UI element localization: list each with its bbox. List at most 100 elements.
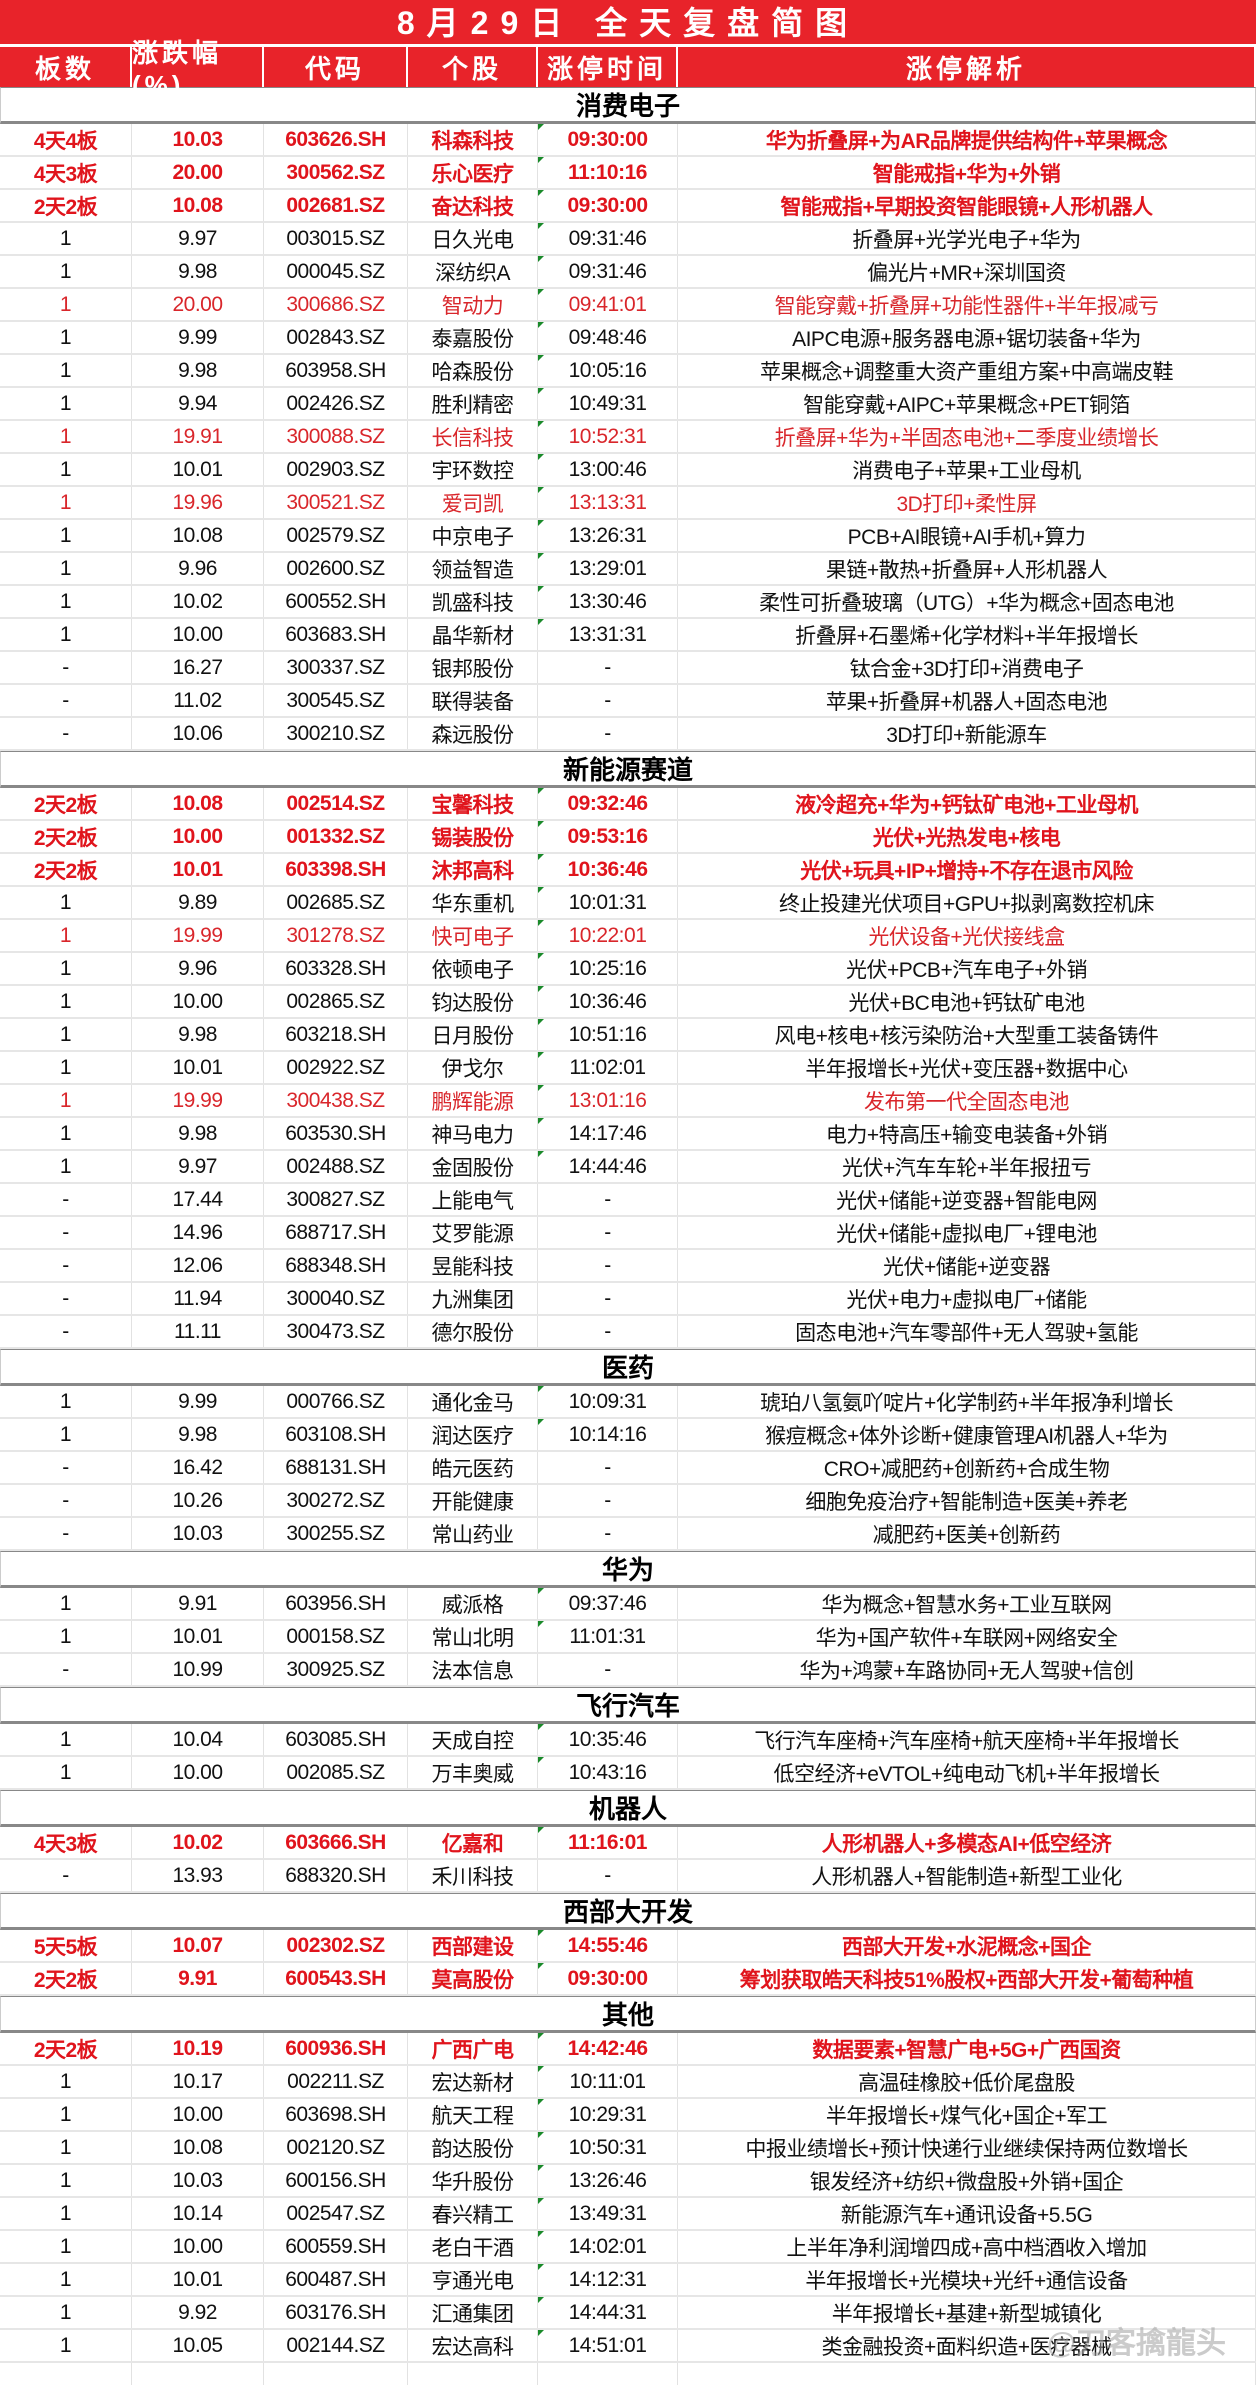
cell-boards: 1 [0,2198,132,2229]
cell-change: 10.26 [132,1485,264,1516]
cell-stock: 宇环数控 [408,454,538,485]
cell-code: 300255.SZ [264,1518,408,1549]
cell-analysis: 人形机器人+智能制造+新型工业化 [678,1860,1256,1891]
cell-limit-time: 10:52:31 [538,421,678,452]
table-row: 1 10.05 002144.SZ 宏达高科 14:51:01 类金融投资+面料织造+医疗… [0,2330,1256,2363]
cell-code: 688348.SH [264,1250,408,1281]
header-boards: 板数 [0,47,132,87]
table-row: 1 10.01 002903.SZ 宇环数控 13:00:46 消费电子+苹果+工业母机 [0,454,1256,487]
table-row: 2天2板 10.19 600936.SH 广西广电 14:42:46 数据要素+智慧广电+… [0,2033,1256,2066]
cell-stock: 天成自控 [408,1724,538,1755]
table-row: 1 9.97 003015.SZ 日久光电 09:31:46 折叠屏+光学光电子+华为 [0,223,1256,256]
table-row: -11.94 300040.SZ 九洲集团 - 光伏+电力+虚拟电厂+储能 [0,1283,1256,1316]
cell-change: 10.03 [132,1518,264,1549]
cell-change: 19.91 [132,421,264,452]
cell-change: 10.08 [132,788,264,819]
cell-code: 300562.SZ [264,157,408,188]
cell-stock: 鹏辉能源 [408,1085,538,1116]
cell-stock: 森远股份 [408,718,538,749]
cell-code: 300925.SZ [264,1654,408,1685]
table-row: -13.93 688320.SH 禾川科技 - 人形机器人+智能制造+新型工业化 [0,1860,1256,1893]
cell-analysis: 光伏+PCB+汽车电子+外销 [678,953,1256,984]
cell-change: 12.06 [132,1250,264,1281]
cell-stock: 威派格 [408,1588,538,1619]
cell-limit-time: 13:29:01 [538,553,678,584]
table-row: -12.06 688348.SH 昱能科技 - 光伏+储能+逆变器 [0,1250,1256,1283]
cell-code: 688131.SH [264,1452,408,1483]
table-row: 1 19.99 300438.SZ 鹏辉能源 13:01:16 发布第一代全固态电池 [0,1085,1256,1118]
cell-analysis: 智能戒指+早期投资智能眼镜+人形机器人 [678,190,1256,221]
cell-limit-time: - [538,1452,678,1483]
table-row: 1 10.00 603683.SH 晶华新材 13:31:31 折叠屏+石墨烯+化学材料+… [0,619,1256,652]
cell-limit-time: 10:35:46 [538,1724,678,1755]
cell-limit-time: - [538,1217,678,1248]
table-row: 1 9.98 603218.SH 日月股份 10:51:16 风电+核电+核污染防治+大型… [0,1019,1256,1052]
cell-boards: 1 [0,2231,132,2262]
section-header: 西部大开发 [0,1893,1256,1930]
cell-change: 16.27 [132,652,264,683]
cell-limit-time: 09:41:01 [538,289,678,320]
cell-change: 10.03 [132,2165,264,2196]
cell-boards: 4天3板 [0,1827,132,1858]
cell-analysis: 人形机器人+多模态AI+低空经济 [678,1827,1256,1858]
cell-stock: 华升股份 [408,2165,538,2196]
cell-analysis: 光伏+储能+逆变器+智能电网 [678,1184,1256,1215]
cell-limit-time: - [538,1250,678,1281]
table-row: 4天3板 10.02 603666.SH 亿嘉和 11:16:01 人形机器人+多模态AI… [0,1827,1256,1860]
cell-boards: 1 [0,1085,132,1116]
table-row: 1 19.91 300088.SZ 长信科技 10:52:31 折叠屏+华为+半固态电池+… [0,421,1256,454]
cell-code: 603328.SH [264,953,408,984]
cell-stock: 春兴精工 [408,2198,538,2229]
cell-code: 603666.SH [264,1827,408,1858]
cell-limit-time: 13:26:46 [538,2165,678,2196]
cell-boards: - [0,1283,132,1314]
cell-limit-time: 14:42:46 [538,2033,678,2064]
cell-code: 002685.SZ [264,887,408,918]
cell-code: 000045.SZ [264,256,408,287]
cell-boards: - [0,1452,132,1483]
table-row: 1 10.08 002579.SZ 中京电子 13:26:31 PCB+AI眼镜+AI手机… [0,520,1256,553]
cell-analysis: 电力+特高压+输变电装备+外销 [678,1118,1256,1149]
cell-analysis: 高温硅橡胶+低价尾盘股 [678,2066,1256,2097]
cell-change: 9.92 [132,2297,264,2328]
cell-boards: - [0,1217,132,1248]
cell-limit-time: 11:10:16 [538,157,678,188]
cell-boards: - [0,1184,132,1215]
cell-code: 002579.SZ [264,520,408,551]
cell-code: 002600.SZ [264,553,408,584]
cell-limit-time: 09:48:46 [538,322,678,353]
cell-stock: 广西广电 [408,2033,538,2064]
cell-change: 9.97 [132,1151,264,1182]
table-row: -16.27 300337.SZ 银邦股份 - 钛合金+3D打印+消费电子 [0,652,1256,685]
cell-limit-time: 10:09:31 [538,1386,678,1417]
cell-change: 10.02 [132,586,264,617]
cell-change: 9.96 [132,553,264,584]
cell-change: 9.99 [132,322,264,353]
cell-change: 10.99 [132,1654,264,1685]
cell-stock: 胜利精密 [408,388,538,419]
table-row: 1 9.89 002685.SZ 华东重机 10:01:31 终止投建光伏项目+GPU+拟… [0,887,1256,920]
table-row: 1 9.98 603108.SH 润达医疗 10:14:16 猴痘概念+体外诊断+健康管理… [0,1419,1256,1452]
cell-change: 9.97 [132,223,264,254]
cell-limit-time: 14:55:46 [538,1930,678,1961]
cell-analysis: 折叠屏+光学光电子+华为 [678,223,1256,254]
cell-limit-time: 13:00:46 [538,454,678,485]
cell-analysis: 减肥药+医美+创新药 [678,1518,1256,1549]
cell-limit-time: - [538,1518,678,1549]
cell-limit-time: 13:30:46 [538,586,678,617]
cell-stock: 伊戈尔 [408,1052,538,1083]
table-row: -11.02 300545.SZ 联得装备 - 苹果+折叠屏+机器人+固态电池 [0,685,1256,718]
cell-stock: 莫高股份 [408,1963,538,1994]
cell-stock: 法本信息 [408,1654,538,1685]
cell-stock: 润达医疗 [408,1419,538,1450]
cell-stock: 联得装备 [408,685,538,716]
table-row: -17.44 300827.SZ 上能电气 - 光伏+储能+逆变器+智能电网 [0,1184,1256,1217]
cell-change: 10.00 [132,1757,264,1788]
cell-stock: 禾川科技 [408,1860,538,1891]
cell-boards: 4天4板 [0,124,132,155]
cell-boards: - [0,1518,132,1549]
cell-change: 10.05 [132,2330,264,2361]
cell-boards: 4天3板 [0,157,132,188]
cell-boards: 1 [0,1052,132,1083]
cell-analysis: 消费电子+苹果+工业母机 [678,454,1256,485]
